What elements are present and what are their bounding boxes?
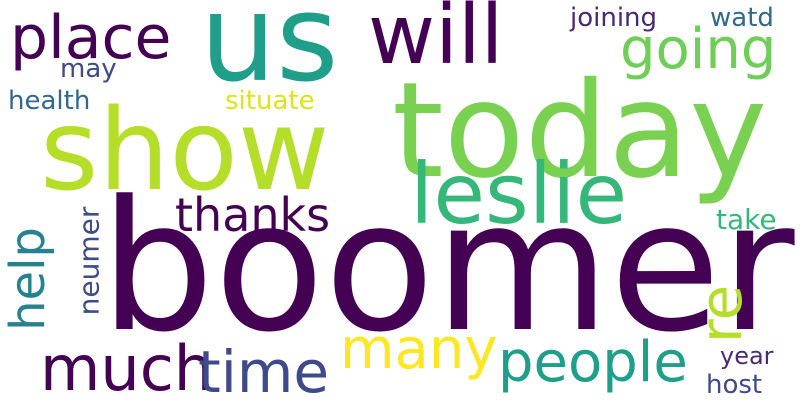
word-place: place	[10, 3, 172, 73]
word-many: many	[340, 317, 498, 382]
word-joining: joining	[570, 3, 658, 33]
word-show: show	[40, 86, 330, 216]
word-host: host	[706, 370, 763, 400]
word-take: take	[716, 203, 777, 236]
word-thanks: thanks	[175, 188, 331, 242]
word-re: re	[687, 284, 756, 344]
word-watd: watd	[710, 3, 774, 33]
word-leslie: leslie	[410, 145, 628, 243]
word-situate: situate	[225, 86, 315, 116]
word-today: today	[392, 54, 768, 208]
word-boomer: boomer	[100, 163, 795, 372]
word-us: us	[200, 0, 339, 109]
word-time: time	[198, 338, 330, 400]
word-year: year	[720, 342, 774, 370]
word-will: will	[368, 0, 504, 83]
word-people: people	[498, 330, 688, 395]
word-neumer: neumer	[72, 206, 106, 316]
word-help: help	[0, 227, 56, 331]
word-may: may	[60, 54, 117, 84]
word-health: health	[8, 86, 91, 116]
word-going: going	[620, 17, 777, 82]
word-much: much	[40, 332, 214, 400]
